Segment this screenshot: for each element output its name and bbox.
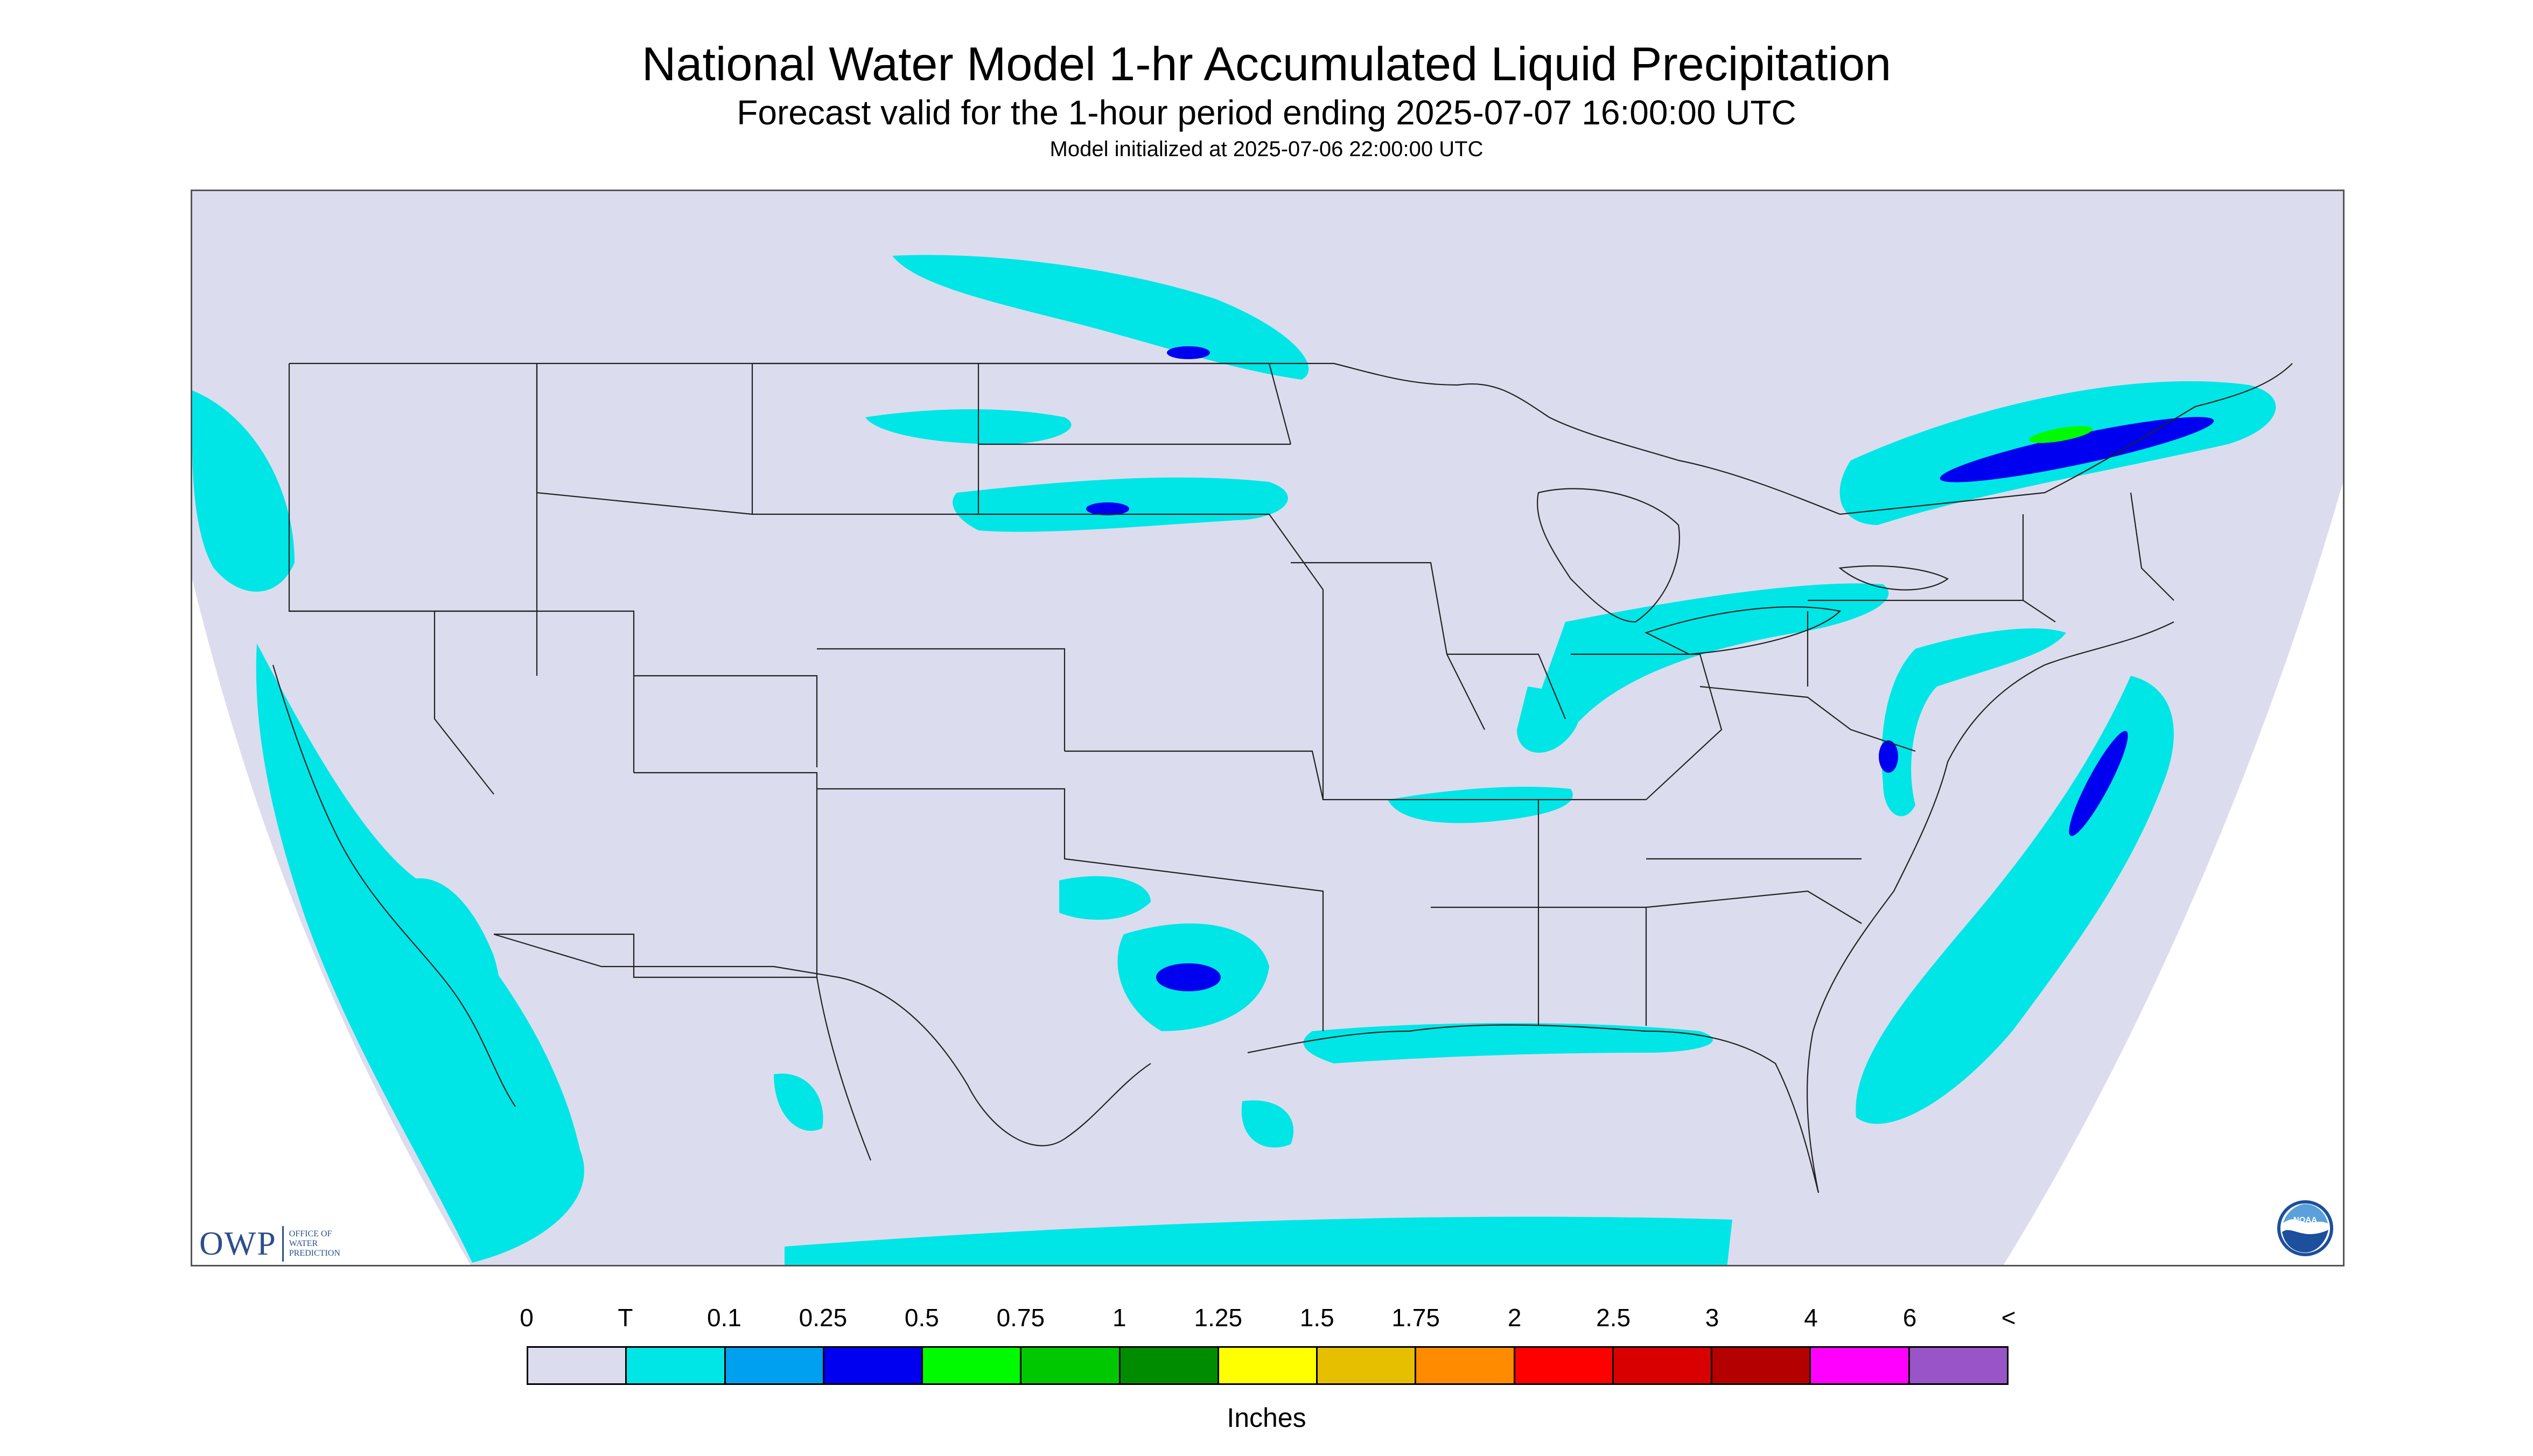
model-domain <box>192 191 2343 1265</box>
colorbar-tick-label: 3 <box>1705 1304 1719 1332</box>
colorbar-segment <box>824 1348 923 1383</box>
colorbar-segment <box>1515 1348 1614 1383</box>
state-boundaries <box>272 362 2293 1193</box>
precip-midwest-streak <box>1517 687 1579 753</box>
owp-logo-letters: OWP <box>199 1225 277 1262</box>
precip-gulf-cells <box>1241 1100 1294 1148</box>
map-title: National Water Model 1-hr Accumulated Li… <box>641 37 1892 90</box>
precip-great-lakes-band <box>1535 583 1889 735</box>
colorbar-tick-label: 1.25 <box>1194 1304 1243 1332</box>
noaa-logo: NOAA <box>2277 1200 2333 1256</box>
owp-sub-line: WATER <box>289 1239 318 1248</box>
owp-sub-line: OFFICE OF <box>289 1229 332 1238</box>
colorbar-tick-label: 2 <box>1507 1304 1522 1332</box>
colorbar-tick-label: < <box>2001 1304 2016 1332</box>
colorbar-segment <box>1318 1348 1417 1383</box>
colorbar-tick-label: 1 <box>1112 1304 1126 1332</box>
colorbar <box>527 1346 2009 1385</box>
precip-gulf-coast <box>1303 1023 1713 1063</box>
colorbar-tick-label: 0.5 <box>904 1304 939 1332</box>
model-init-line: Model initialized at 2025-07-06 22:00:00… <box>1049 137 1484 161</box>
owp-logo-subtext: OFFICE OF WATER PREDICTION <box>289 1229 340 1258</box>
precip-baja-strip <box>408 878 500 1018</box>
colorbar-segment <box>725 1348 824 1383</box>
map-subtitle: Forecast valid for the 1-hour period end… <box>737 93 1796 132</box>
colorbar-tick-label: 6 <box>1902 1304 1917 1332</box>
colorbar-tick-label: T <box>618 1304 633 1332</box>
precip-mexico-cells <box>774 1073 823 1131</box>
precip-arkansas-band <box>1388 787 1573 823</box>
precip-oklahoma-cells <box>1059 876 1151 920</box>
precip-south-band <box>785 1216 1732 1265</box>
precip-mid-atlantic <box>1881 628 2066 816</box>
owp-sub-line: PREDICTION <box>289 1249 340 1258</box>
colorbar-segment <box>1219 1348 1318 1383</box>
owp-logo-divider <box>282 1226 284 1262</box>
colorbar-tick-label: 0.1 <box>706 1304 741 1332</box>
precip-blue-cores <box>1086 346 2214 991</box>
colorbar-tick-label: 2.5 <box>1596 1304 1631 1332</box>
colorbar-segment <box>1416 1348 1515 1383</box>
noaa-logo-text: NOAA <box>2293 1215 2317 1224</box>
colorbar-tick-label: 4 <box>1804 1304 1818 1332</box>
colorbar-segment <box>923 1348 1022 1383</box>
precip-green-core <box>2028 426 2093 443</box>
precipitation-map <box>191 190 2345 1266</box>
colorbar-segment <box>1712 1348 1811 1383</box>
colorbar-segment <box>1909 1348 2007 1383</box>
map-canvas <box>192 191 2343 1265</box>
colorbar-tick-label: 0 <box>520 1304 534 1332</box>
colorbar-tick-label: 1.5 <box>1299 1304 1334 1332</box>
precip-pacific-band <box>192 390 295 592</box>
colorbar-tick-label: 0.75 <box>996 1304 1045 1332</box>
colorbar-tick-label: 0.25 <box>799 1304 848 1332</box>
precip-west-coast <box>256 643 584 1263</box>
colorbar-segment <box>528 1348 627 1383</box>
colorbar-labels: 0 T 0.1 0.25 0.5 0.75 1 1.25 1.5 1.75 2 2.5 3 4 6 < <box>0 1303 2533 1335</box>
colorbar-segment <box>1613 1348 1713 1383</box>
precip-dakota-band <box>865 409 1072 444</box>
colorbar-segment <box>1120 1348 1219 1383</box>
colorbar-tick-label: 1.75 <box>1391 1304 1440 1332</box>
colorbar-segment <box>627 1348 726 1383</box>
colorbar-segment <box>1811 1348 1910 1383</box>
colorbar-units: Inches <box>1227 1403 1306 1433</box>
colorbar-segment <box>1021 1348 1121 1383</box>
owp-logo: OWP OFFICE OF WATER PREDICTION <box>199 1222 340 1265</box>
